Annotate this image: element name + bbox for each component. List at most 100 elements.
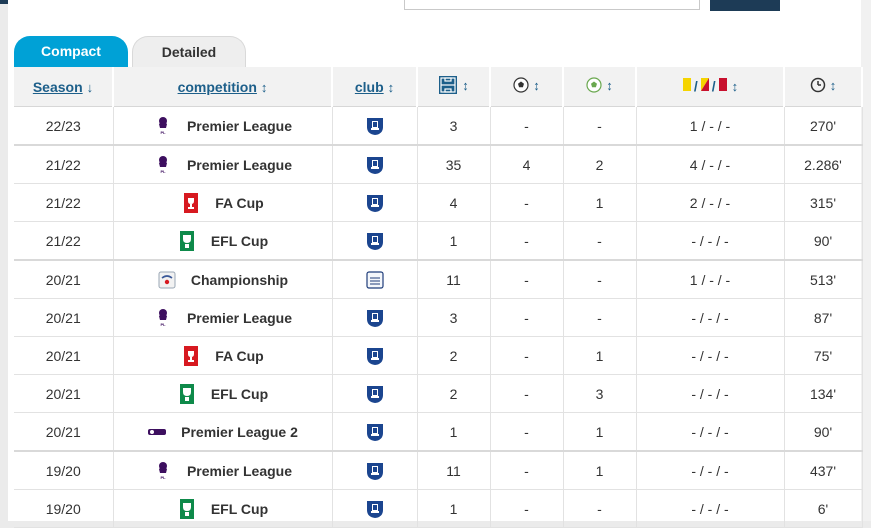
sort-icon[interactable]: ↕ (829, 78, 837, 94)
everton-crest-icon[interactable] (366, 461, 384, 480)
minutes-cell: 75' (784, 336, 863, 375)
assists-cell: - (563, 298, 637, 337)
competition-link[interactable]: EFL Cup (210, 385, 269, 402)
assists-column-header[interactable]: ↕ (563, 67, 637, 107)
goals-cell: - (490, 450, 564, 490)
table-row: 21/22 EFL Cup 1- - - / - / -90' (14, 221, 863, 261)
appearances-cell[interactable]: 1 (417, 221, 491, 261)
sort-icon[interactable]: ↕ (387, 79, 395, 95)
goals-cell: - (490, 298, 564, 337)
minutes-cell: 2.286' (784, 144, 863, 184)
premier-league-logo-icon[interactable]: PL (153, 307, 173, 329)
competition-link[interactable]: Premier League 2 (181, 423, 298, 440)
competition-cell: EFL Cup (113, 489, 333, 528)
efl-cup-logo-icon[interactable] (177, 230, 197, 252)
sort-down-icon[interactable]: ↓ (86, 79, 94, 95)
competition-cell: FA Cup (113, 336, 333, 375)
assists-cell: 3 (563, 374, 637, 413)
appearances-column-header[interactable]: ↕ (417, 67, 491, 107)
competition-link[interactable]: EFL Cup (210, 232, 269, 249)
table-row: 20/21 EFL Cup 2-3- / - / -134' (14, 374, 863, 413)
goals-cell: 4 (490, 144, 564, 184)
goals-cell: - (490, 336, 564, 375)
club-cell (332, 412, 418, 452)
search-input[interactable] (404, 0, 700, 10)
competition-column-header[interactable]: competition ↕ (113, 67, 333, 107)
premier-league-logo-icon[interactable]: PL (153, 115, 173, 137)
tab-compact[interactable]: Compact (14, 36, 128, 67)
everton-crest-icon[interactable] (366, 499, 384, 518)
appearances-cell[interactable]: 11 (417, 450, 491, 490)
club-column-header[interactable]: club ↕ (332, 67, 418, 107)
club-sort-link[interactable]: club (354, 78, 384, 95)
preston-crest-icon[interactable] (365, 270, 384, 289)
cards-cell: 1 / - / - (636, 259, 785, 299)
sort-icon[interactable]: ↕ (462, 78, 469, 94)
appearances-cell[interactable]: 35 (417, 144, 491, 184)
appearances-cell[interactable]: 3 (417, 298, 491, 337)
everton-crest-icon[interactable] (366, 422, 384, 441)
everton-crest-icon[interactable] (366, 155, 384, 174)
cards-cell: 2 / - / - (636, 183, 785, 222)
goals-cell: - (490, 106, 564, 146)
table-row: 22/23 PL Premier League 3- -1 / - / -270' (14, 106, 863, 146)
competition-link[interactable]: Premier League (186, 309, 293, 326)
cards-column-header[interactable]: / / ↕ (636, 67, 785, 107)
appearances-cell[interactable]: 11 (417, 259, 491, 299)
competition-link[interactable]: FA Cup (215, 347, 264, 364)
minutes-cell: 513' (784, 259, 863, 299)
table-row: 20/21 FA Cup 2-1- / - / -75' (14, 336, 863, 375)
everton-crest-icon[interactable] (366, 193, 384, 212)
appearances-cell[interactable]: 2 (417, 336, 491, 375)
appearances-cell[interactable]: 1 (417, 489, 491, 528)
table-header-row: Season ↓ competition ↕ club ↕ ↕ (14, 67, 863, 107)
competition-link[interactable]: Championship (190, 271, 289, 288)
table-row: 20/21 Championship 11- -1 / - / -513' (14, 259, 863, 299)
competition-link[interactable]: Premier League (186, 117, 293, 134)
season-cell: 20/21 (14, 336, 114, 375)
goals-column-header[interactable]: ↕ (490, 67, 564, 107)
appearances-cell[interactable]: 3 (417, 106, 491, 146)
competition-cell: PL Premier League (113, 106, 333, 146)
everton-crest-icon[interactable] (366, 384, 384, 403)
cards-cell: 4 / - / - (636, 144, 785, 184)
everton-crest-icon[interactable] (366, 231, 384, 250)
search-button[interactable] (710, 0, 780, 11)
minutes-column-header[interactable]: ↕ (784, 67, 863, 107)
competition-link[interactable]: EFL Cup (210, 500, 269, 517)
club-cell (332, 336, 418, 375)
competition-link[interactable]: Premier League (186, 156, 293, 173)
season-cell: 21/22 (14, 221, 114, 261)
everton-crest-icon[interactable] (366, 346, 384, 365)
sort-icon[interactable]: ↕ (533, 78, 540, 94)
cards-separator: / (711, 77, 716, 94)
season-cell: 20/21 (14, 412, 114, 452)
season-column-header[interactable]: Season ↓ (14, 67, 114, 107)
appearances-cell[interactable]: 2 (417, 374, 491, 413)
sort-icon[interactable]: ↕ (260, 79, 268, 95)
sort-icon[interactable]: ↕ (731, 78, 739, 94)
appearances-cell[interactable]: 4 (417, 183, 491, 222)
competition-link[interactable]: Premier League (186, 462, 293, 479)
fa-cup-logo-icon[interactable] (181, 192, 201, 214)
everton-crest-icon[interactable] (366, 308, 384, 327)
season-cell: 21/22 (14, 183, 114, 222)
appearances-cell[interactable]: 1 (417, 412, 491, 452)
everton-crest-icon[interactable] (366, 116, 384, 135)
competition-link[interactable]: FA Cup (215, 194, 264, 211)
fa-cup-logo-icon[interactable] (181, 345, 201, 367)
sort-icon[interactable]: ↕ (606, 78, 613, 94)
assists-cell: - (563, 489, 637, 528)
second-yellow-card-icon (700, 78, 710, 95)
competition-sort-link[interactable]: competition (177, 78, 257, 95)
championship-logo-icon[interactable] (157, 269, 177, 291)
tab-detailed[interactable]: Detailed (132, 36, 246, 67)
premier-league-2-logo-icon[interactable] (147, 421, 167, 443)
club-cell (332, 450, 418, 490)
assists-cell: 1 (563, 412, 637, 452)
premier-league-logo-icon[interactable]: PL (153, 154, 173, 176)
efl-cup-logo-icon[interactable] (177, 498, 197, 520)
season-sort-link[interactable]: Season (32, 78, 83, 95)
efl-cup-logo-icon[interactable] (177, 383, 197, 405)
premier-league-logo-icon[interactable]: PL (153, 460, 173, 482)
